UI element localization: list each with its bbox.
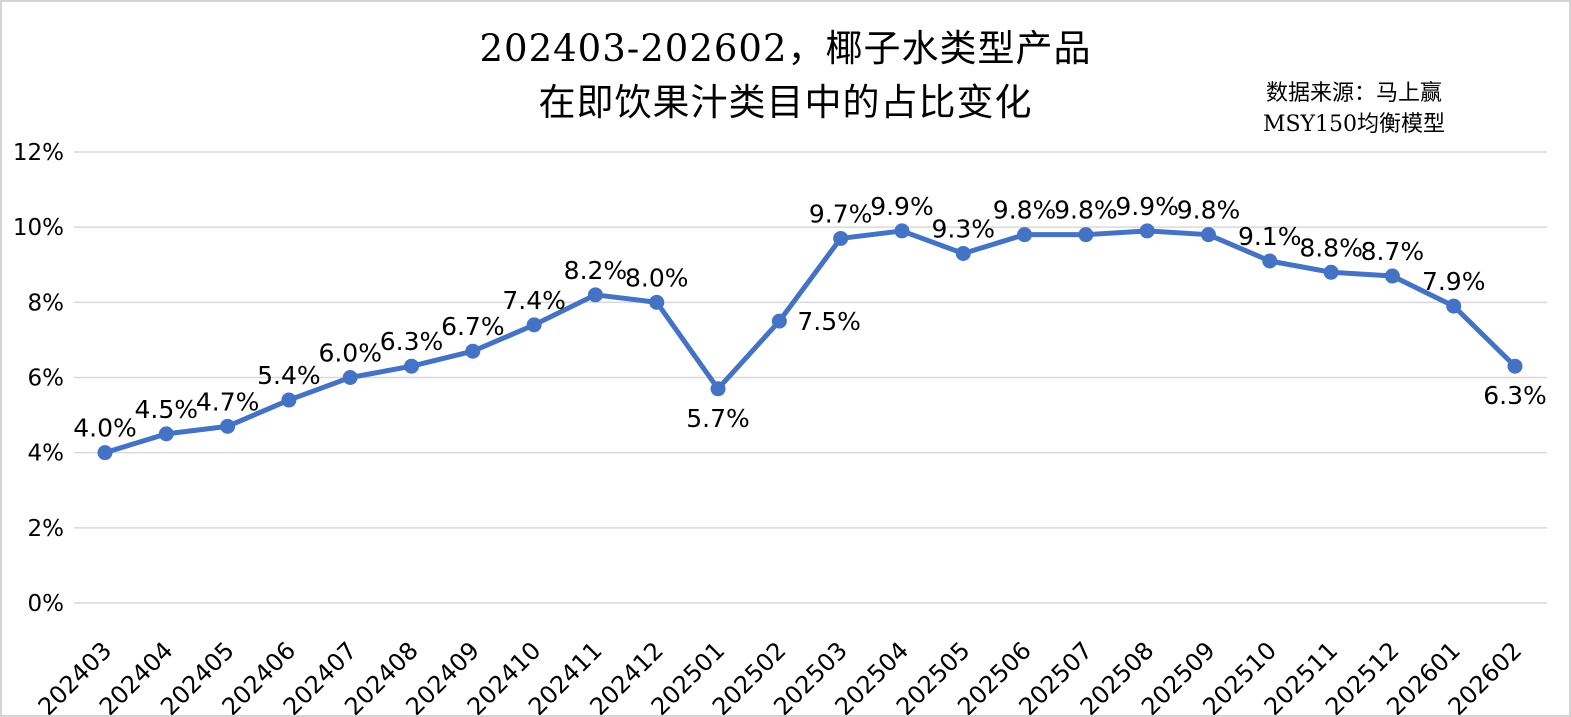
- data-label: 6.3%: [1483, 381, 1547, 410]
- data-point: [710, 381, 726, 397]
- data-label: 9.9%: [870, 192, 934, 221]
- data-label: 9.1%: [1238, 222, 1302, 251]
- data-point: [1078, 227, 1094, 243]
- data-label: 7.4%: [502, 286, 566, 315]
- data-source-line1: 数据来源：马上赢: [1265, 81, 1442, 106]
- data-source-note: 数据来源：马上赢 MSY150均衡模型: [1189, 78, 1519, 140]
- data-point: [281, 392, 297, 408]
- data-label: 8.8%: [1299, 233, 1363, 262]
- data-point: [771, 313, 787, 329]
- data-point: [220, 418, 236, 434]
- data-point: [97, 445, 113, 461]
- data-label: 9.8%: [1177, 196, 1241, 225]
- data-label: 4.0%: [73, 414, 137, 443]
- data-point: [833, 230, 849, 246]
- data-label: 4.7%: [196, 387, 260, 416]
- trend-line: [102, 228, 1518, 456]
- data-label: 9.8%: [1054, 196, 1118, 225]
- data-label: 9.7%: [809, 199, 873, 228]
- data-point: [649, 294, 665, 310]
- data-label: 7.5%: [797, 307, 861, 336]
- data-point: [587, 287, 603, 303]
- y-tick-label: 10%: [13, 215, 64, 241]
- data-point: [526, 317, 542, 333]
- data-point: [1017, 227, 1033, 243]
- data-label: 9.3%: [932, 214, 996, 243]
- data-label: 6.3%: [380, 327, 444, 356]
- data-point: [404, 358, 420, 374]
- data-point: [342, 370, 358, 385]
- data-point: [1323, 264, 1339, 280]
- data-label: 6.7%: [441, 312, 505, 341]
- data-point: [1200, 227, 1216, 243]
- data-label: 6.0%: [318, 339, 382, 368]
- y-tick-label: 6%: [28, 366, 65, 392]
- data-label: 8.0%: [625, 263, 689, 292]
- data-label: 7.9%: [1422, 267, 1486, 296]
- data-point: [1507, 358, 1523, 374]
- data-point: [1446, 298, 1462, 314]
- data-point: [1384, 268, 1400, 284]
- data-label: 8.2%: [564, 256, 628, 285]
- y-tick-label: 4%: [28, 441, 65, 467]
- data-label: 8.7%: [1361, 237, 1425, 266]
- y-tick-label: 8%: [28, 290, 65, 316]
- y-tick-label: 2%: [28, 516, 65, 542]
- data-point: [1262, 253, 1278, 269]
- data-label: 9.8%: [993, 196, 1057, 225]
- data-label: 5.7%: [686, 404, 750, 433]
- data-label: 5.4%: [257, 361, 321, 390]
- data-label: 9.9%: [1115, 192, 1179, 221]
- chart-title: 202403-202602，椰子水类型产品 在即饮果汁类目中的占比变化: [2, 22, 1569, 130]
- data-point: [955, 245, 971, 261]
- y-tick-label: 0%: [28, 591, 65, 617]
- data-point: [158, 426, 174, 442]
- data-source-line2: MSY150均衡模型: [1262, 112, 1446, 137]
- chart-title-line1: 202403-202602，椰子水类型产品: [479, 27, 1092, 70]
- data-point: [1139, 223, 1155, 239]
- data-point: [465, 343, 481, 359]
- chart-title-line2: 在即饮果汁类目中的占比变化: [538, 81, 1033, 124]
- data-point: [894, 223, 910, 239]
- data-label: 4.5%: [135, 395, 199, 424]
- y-tick-label: 12%: [13, 140, 64, 166]
